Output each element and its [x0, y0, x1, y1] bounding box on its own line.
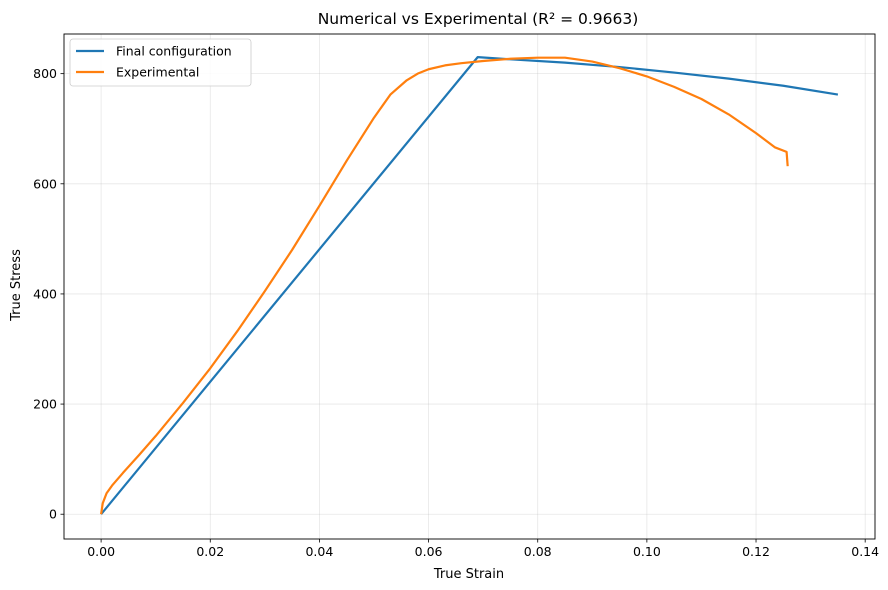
x-tick-label: 0.00 [87, 544, 115, 559]
legend: Final configuration Experimental [69, 38, 252, 87]
legend-label-1: Final configuration [116, 44, 232, 59]
series-layer [100, 56, 839, 515]
x-tick-label: 0.06 [415, 544, 443, 559]
grid-lines [64, 34, 875, 539]
y-tick-label: 0 [49, 507, 57, 522]
legend-label-2: Experimental [116, 65, 199, 80]
y-tick-label: 600 [33, 176, 57, 191]
y-axis-label: True Stress [9, 249, 24, 322]
x-tick-label: 0.12 [742, 544, 770, 559]
legend-box [69, 38, 252, 87]
x-tick-label: 0.08 [524, 544, 552, 559]
chart-title: Numerical vs Experimental (R² = 0.9663) [318, 10, 639, 28]
plot-frame [63, 33, 876, 540]
x-tick-label: 0.02 [196, 544, 224, 559]
x-axis-label: True Strain [433, 567, 504, 582]
y-tick-label: 800 [33, 66, 57, 81]
x-axis: 0.00 0.02 0.04 0.06 0.08 0.10 0.12 0.14 [87, 539, 879, 559]
x-tick-label: 0.14 [851, 544, 879, 559]
x-tick-label: 0.04 [305, 544, 333, 559]
series-line-2 [100, 56, 789, 515]
y-tick-label: 200 [33, 397, 57, 412]
x-tick-label: 0.10 [633, 544, 661, 559]
y-axis: 0 200 400 600 800 [33, 66, 64, 522]
y-tick-label: 400 [33, 286, 57, 301]
